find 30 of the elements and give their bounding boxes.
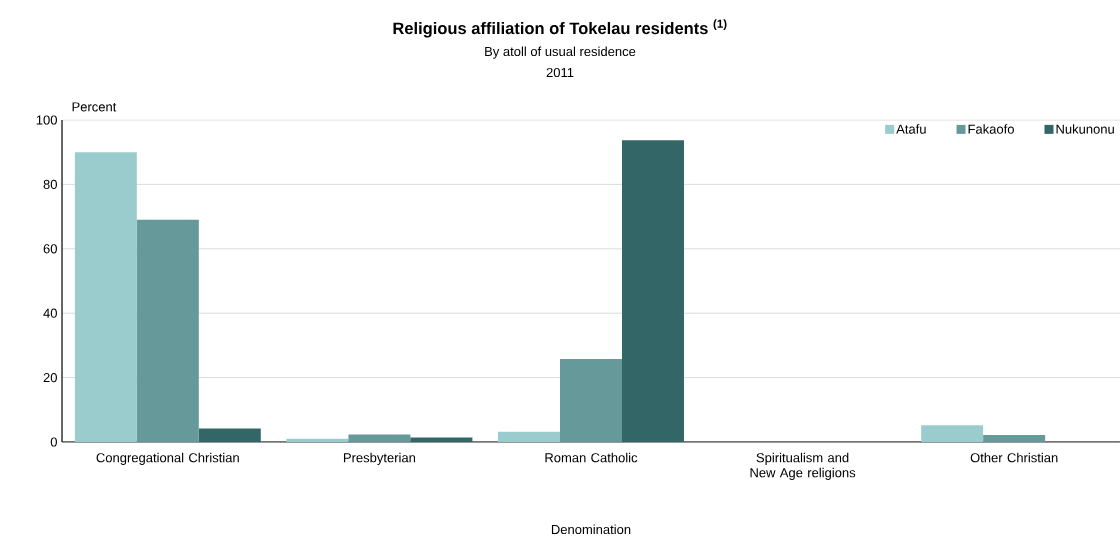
y-tick-label: 80 — [43, 179, 57, 189]
y-tick-label: 100 — [36, 115, 57, 125]
x-tick-label: Spiritualism and New Age religions — [750, 452, 856, 480]
x-tick-label: Presbyterian — [343, 452, 416, 465]
bar — [198, 428, 261, 442]
bar — [621, 140, 684, 442]
y-tick-label: 20 — [43, 372, 57, 383]
x-tick-label: Other Christian — [970, 452, 1058, 463]
chart-subtitle: By atoll of usual residence — [485, 46, 636, 59]
bar — [136, 219, 199, 442]
y-axis-title: Percent — [72, 102, 117, 112]
y-tick-label: 40 — [43, 308, 57, 318]
bar — [497, 431, 560, 442]
bar — [921, 425, 984, 442]
x-tick-label: Roman Catholic — [545, 452, 638, 463]
legend-label: Fakaofo — [968, 124, 1014, 134]
y-tick-label: 60 — [43, 244, 57, 254]
y-tick-label: 0 — [50, 437, 57, 447]
bar — [410, 437, 473, 442]
x-tick-label: Congregational Christian — [96, 452, 239, 465]
x-axis-title: Denomination — [551, 524, 631, 535]
bar — [286, 438, 349, 442]
bar — [983, 434, 1046, 442]
chart-title: Religious affiliation of Tokelau residents $^{(1)}$ — [393, 19, 727, 38]
bar — [559, 358, 622, 442]
legend-label: Atafu — [896, 124, 926, 134]
bar — [74, 152, 137, 442]
text: 2011 — [546, 67, 574, 78]
legend-label: Nukunonu — [1056, 124, 1114, 134]
bar — [348, 434, 411, 442]
